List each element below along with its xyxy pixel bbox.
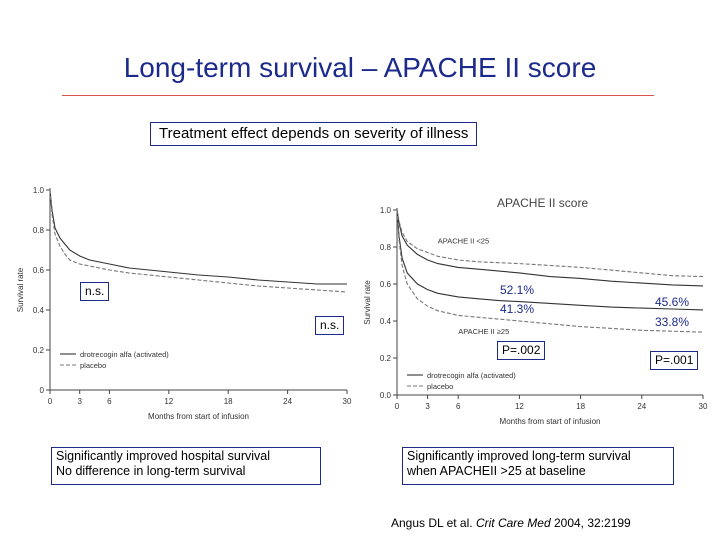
right-caption-line2: when APACHEII >25 at baseline: [407, 464, 586, 478]
pct-33-8-label: 33.8%: [655, 315, 690, 329]
right-series-line-drotrecogin: [396, 209, 704, 311]
left-ns-lower-badge: n.s.: [315, 316, 345, 335]
p-value-002-badge: P=.002: [497, 341, 546, 360]
left-series-line-placebo: [49, 189, 348, 293]
right-y-tick-label: 0.4: [380, 317, 392, 326]
right-x-tick-label: 6: [456, 402, 461, 411]
right-group-label: APACHE II <25: [438, 236, 489, 245]
right-x-tick-label: 0: [395, 402, 400, 411]
right-x-tick-label: 12: [515, 402, 524, 411]
left-y-tick-label: 0.4: [33, 306, 45, 315]
right-caption-line1: Significantly improved long-term surviva…: [407, 449, 631, 463]
left-y-tick-label: 0.6: [33, 266, 45, 275]
right-series-line-placebo: [396, 209, 704, 278]
right-y-tick-label: 0.6: [380, 280, 392, 289]
citation: Angus DL et al. Crit Care Med 2004, 32:2…: [391, 516, 631, 530]
right-x-axis-label: Months from start of infusion: [500, 417, 601, 426]
right-y-tick-label: 0.8: [380, 243, 392, 252]
left-x-tick-label: 6: [107, 397, 112, 406]
right-legend-label: drotrecogin alfa (activated): [427, 371, 516, 380]
right-series-line-drotrecogin: [396, 209, 704, 287]
right-y-tick-label: 1.0: [380, 206, 392, 215]
left-x-tick-label: 24: [283, 397, 292, 406]
right-group-label: APACHE II ≥25: [458, 327, 509, 336]
citation-ref: 2004, 32:2199: [553, 516, 631, 530]
right-chart-title: APACHE II score: [497, 196, 588, 210]
left-caption-line1: Significantly improved hospital survival: [56, 449, 270, 463]
p-value-001-badge: P=.001: [650, 351, 699, 370]
right-caption-box: Significantly improved long-term surviva…: [402, 447, 674, 485]
left-x-tick-label: 0: [48, 397, 53, 406]
left-legend-label: drotrecogin alfa (activated): [80, 350, 169, 359]
pct-45-6-label: 45.6%: [655, 295, 690, 309]
right-series-line-placebo: [396, 209, 704, 333]
left-legend-label: placebo: [80, 361, 106, 370]
left-y-tick-label: 0: [40, 386, 45, 395]
slide-title: Long-term survival – APACHE II score: [123, 52, 597, 83]
left-series-line-drotrecogin: [49, 189, 347, 285]
pct-41-3-label: 41.3%: [500, 302, 535, 316]
left-x-tick-label: 12: [164, 397, 173, 406]
subtitle-box: Treatment effect depends on severity of …: [150, 122, 478, 146]
pct-52-1-label: 52.1%: [500, 283, 535, 297]
left-y-tick-label: 1.0: [33, 186, 45, 195]
left-x-tick-label: 3: [77, 397, 82, 406]
right-y-tick-label: 0.2: [380, 354, 392, 363]
citation-authors: Angus DL et al.: [391, 516, 473, 530]
right-legend-label: placebo: [427, 382, 453, 391]
right-y-tick-label: 0.0: [380, 391, 392, 400]
citation-journal: Crit Care Med: [475, 516, 551, 530]
left-y-tick-label: 0.2: [33, 346, 45, 355]
left-x-axis-label: Months from start of infusion: [148, 412, 249, 421]
left-y-tick-label: 0.8: [33, 226, 45, 235]
right-x-tick-label: 30: [699, 402, 708, 411]
left-x-tick-label: 18: [224, 397, 233, 406]
right-x-tick-label: 24: [637, 402, 646, 411]
left-x-tick-label: 30: [343, 397, 352, 406]
left-caption-box: Significantly improved hospital survival…: [51, 447, 321, 485]
right-x-tick-label: 3: [425, 402, 430, 411]
left-y-axis-label: Survival rate: [16, 267, 25, 312]
right-x-tick-label: 18: [576, 402, 585, 411]
title-divider: [62, 95, 654, 96]
right-y-axis-label: Survival rate: [363, 280, 372, 325]
left-caption-line2: No difference in long-term survival: [56, 464, 246, 478]
left-ns-upper-badge: n.s.: [80, 282, 110, 301]
